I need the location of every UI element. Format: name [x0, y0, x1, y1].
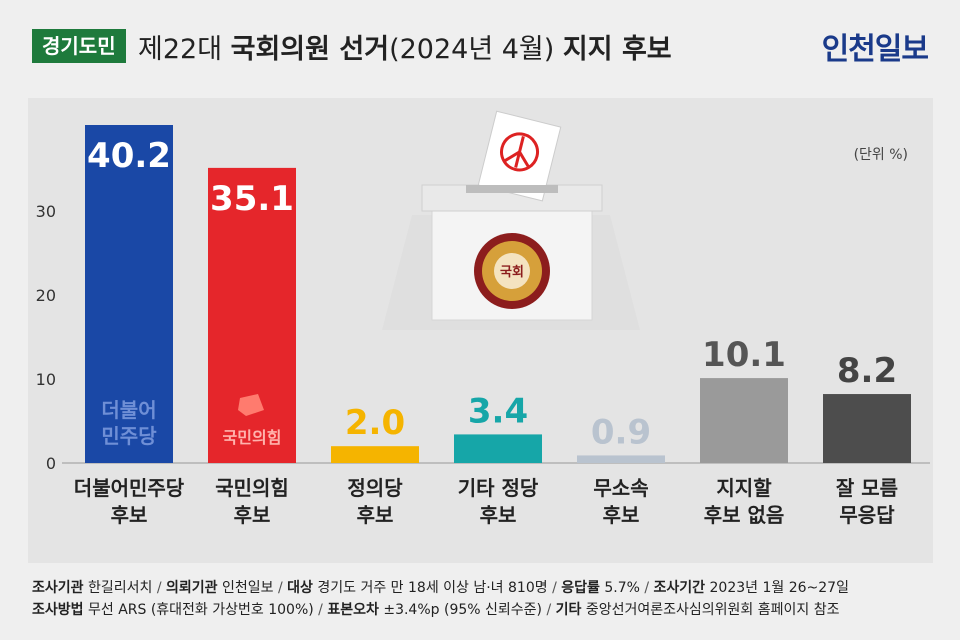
- info-key: 대상: [287, 580, 313, 596]
- info-key: 조사기간: [653, 580, 706, 596]
- info-key: 응답률: [561, 580, 600, 596]
- region-tag: 경기도민: [32, 29, 126, 63]
- y-tick-label: 0: [46, 454, 56, 473]
- separator: /: [313, 602, 328, 618]
- header: 경기도민 제22대 국회의원 선거(2024년 4월) 지지 후보 인천일보: [0, 0, 960, 90]
- title-suffix: 지지 후보: [562, 34, 672, 65]
- category-label: 무응답: [839, 503, 895, 527]
- info-key: 조사기관: [32, 580, 84, 596]
- info-key: 기타: [555, 602, 582, 618]
- data-label: 35.1: [210, 179, 294, 219]
- category-label: 후보: [111, 503, 148, 527]
- separator: /: [639, 580, 654, 596]
- category-label: 더불어민주당: [74, 476, 185, 500]
- info-value: ±3.4%p (95% 신뢰수준): [378, 602, 542, 618]
- category-label: 후보 없음: [704, 503, 785, 527]
- bar: [577, 455, 665, 463]
- info-value: 한길리서치: [83, 580, 153, 596]
- title-bold: 국회의원 선거: [230, 34, 390, 65]
- data-label: 3.4: [468, 391, 528, 431]
- category-label: 후보: [357, 503, 394, 527]
- category-label: 후보: [480, 503, 517, 527]
- y-tick-label: 30: [36, 202, 56, 221]
- category-label: 정의당: [347, 476, 403, 500]
- survey-info-line-2: 조사방법 무선 ARS (휴대전화 가상번호 100%) / 표본오차 ±3.4…: [32, 599, 932, 621]
- category-label: 무소속: [593, 476, 648, 500]
- data-label: 0.9: [591, 412, 651, 452]
- brand-logo: 인천일보: [821, 32, 929, 67]
- info-key: 표본오차: [327, 602, 379, 618]
- bar: [823, 394, 911, 463]
- info-value: 무선 ARS (휴대전화 가상번호 100%): [83, 602, 314, 618]
- y-tick-label: 20: [36, 286, 56, 305]
- info-key: 조사방법: [32, 602, 84, 618]
- separator: /: [542, 602, 556, 618]
- info-key: 의뢰기관: [166, 580, 218, 596]
- info-value: 인천일보: [217, 580, 274, 596]
- ballot-slot: [466, 185, 558, 193]
- category-label: 국민의힘: [215, 476, 289, 500]
- chart-title: 제22대 국회의원 선거(2024년 4월) 지지 후보: [138, 27, 672, 66]
- bar: [85, 125, 173, 463]
- category-label: 잘 모름: [836, 476, 898, 500]
- data-label: 10.1: [702, 335, 786, 375]
- ballot-paper: [477, 110, 562, 202]
- data-label: 2.0: [345, 403, 405, 443]
- bar: [331, 446, 419, 463]
- bar: [700, 378, 788, 463]
- vote-stamp-icon: [500, 132, 540, 172]
- y-tick-label: 10: [36, 370, 56, 389]
- separator: /: [547, 580, 562, 596]
- unit-note: (단위 %): [854, 147, 908, 163]
- title-prefix: 제22대: [138, 34, 231, 65]
- bar: [454, 434, 542, 463]
- party-logo-text: 민주당: [101, 424, 157, 448]
- data-label: 40.2: [87, 136, 171, 176]
- party-logo-text: 더불어: [101, 398, 156, 422]
- category-label: 기타 정당: [458, 476, 539, 500]
- title-paren: (2024년 4월): [389, 34, 563, 65]
- separator: /: [273, 580, 288, 596]
- survey-info-line-1: 조사기관 한길리서치 / 의뢰기관 인천일보 / 대상 경기도 거주 만 18세…: [32, 577, 932, 599]
- info-value: 경기도 거주 만 18세 이상 남·녀 810명: [312, 580, 548, 596]
- party-logo-icon: [238, 394, 264, 416]
- party-logo-text: 국민의힘: [223, 428, 282, 447]
- info-value: 5.7%: [599, 580, 640, 596]
- category-label: 지지할: [716, 476, 772, 500]
- ballot-box-illustration: 국회: [382, 110, 640, 330]
- category-label: 후보: [234, 503, 271, 527]
- info-value: 중앙선거여론조사심의위원회 홈페이지 참조: [581, 602, 840, 618]
- category-label: 후보: [603, 503, 640, 527]
- data-label: 8.2: [837, 351, 897, 391]
- emblem-label: 국회: [500, 264, 524, 280]
- survey-info: 조사기관 한길리서치 / 의뢰기관 인천일보 / 대상 경기도 거주 만 18세…: [32, 577, 932, 621]
- info-value: 2023년 1월 26~27일: [705, 580, 849, 596]
- separator: /: [152, 580, 167, 596]
